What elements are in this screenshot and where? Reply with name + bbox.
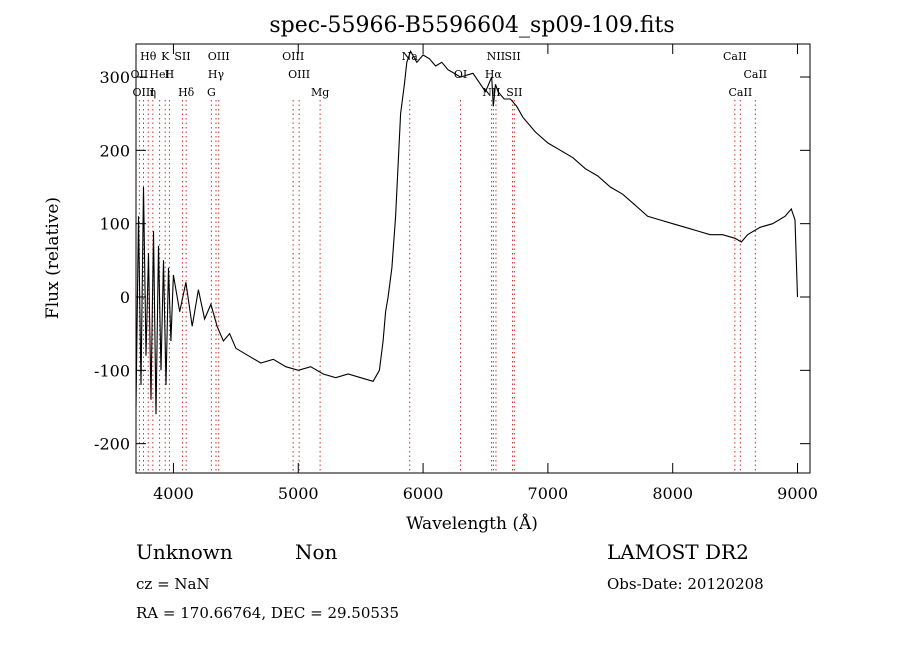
x-tick-label: 4000	[153, 484, 194, 503]
line-label: HeI	[149, 68, 169, 81]
x-axis-label: Wavelength (Å)	[406, 513, 538, 534]
classification-label: Unknown	[136, 540, 233, 564]
line-label: OIII	[288, 68, 310, 81]
x-axis-ticks: 4000 5000 6000 7000 8000 9000	[153, 44, 818, 503]
line-label: H	[165, 68, 175, 81]
y-axis-ticks: -200 -100 0 100 200 300	[94, 68, 810, 454]
line-label: OII	[131, 68, 149, 81]
line-label: η	[150, 86, 157, 99]
line-label: CaII	[729, 86, 753, 99]
line-label: SII	[506, 86, 522, 99]
x-tick-label: 5000	[278, 484, 319, 503]
line-labels: HθOIIOIIIKHeIηSIIHHδOIIIHγGOIIIOIIIMgNaO…	[131, 50, 768, 99]
line-label: K	[161, 50, 170, 63]
x-tick-label: 7000	[528, 484, 569, 503]
line-label: OI	[454, 68, 467, 81]
line-label: OIII	[132, 86, 154, 99]
redshift-text: cz = NaN	[136, 575, 210, 593]
line-label: G	[207, 86, 216, 99]
subclass-label: Non	[295, 540, 338, 564]
line-label: CaII	[743, 68, 767, 81]
coordinates-text: RA = 170.66764, DEC = 29.50535	[136, 604, 400, 622]
line-label: Na	[402, 50, 419, 63]
y-axis-label: Flux (relative)	[43, 197, 63, 319]
y-tick-label: 300	[99, 68, 130, 87]
survey-label: LAMOST DR2	[607, 540, 749, 564]
line-label: OIII	[282, 50, 304, 63]
line-label: Mg	[311, 86, 329, 99]
line-label: OIII	[208, 50, 230, 63]
x-tick-label: 9000	[777, 484, 818, 503]
line-label: Hδ	[178, 86, 195, 99]
obs-date-text: Obs-Date: 20120208	[607, 575, 764, 593]
plot-frame	[135, 43, 811, 474]
line-label: SII	[174, 50, 190, 63]
line-label: Hγ	[208, 68, 225, 81]
line-label: Hθ	[140, 50, 157, 63]
line-label: Hα	[485, 68, 503, 81]
chart-title: spec-55966-B5596604_sp09-109.fits	[269, 13, 674, 38]
y-tick-label: 0	[120, 288, 130, 307]
y-tick-label: 100	[99, 215, 130, 234]
y-tick-label: -100	[94, 361, 130, 380]
x-tick-label: 6000	[403, 484, 444, 503]
line-label: NII	[487, 50, 505, 63]
line-label: NII	[482, 86, 500, 99]
line-label: CaII	[723, 50, 747, 63]
y-tick-label: -200	[94, 435, 130, 454]
spectrum-series-line	[135, 49, 799, 415]
line-label: SII	[504, 50, 520, 63]
line-markers	[138, 100, 756, 473]
y-tick-label: 200	[99, 141, 130, 160]
x-tick-label: 8000	[652, 484, 693, 503]
